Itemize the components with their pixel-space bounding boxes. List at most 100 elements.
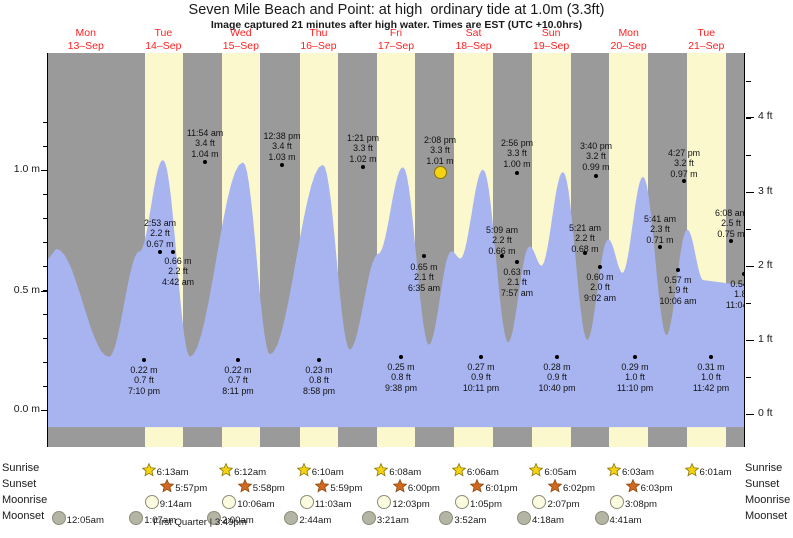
tide-point-line: 0.8 ft (391, 372, 411, 383)
day-header-date: 21–Sep (688, 40, 725, 52)
moonset-moon-icon (439, 511, 454, 531)
astro-sunset-time: 5:59pm (330, 483, 363, 494)
tide-point-line: 1:21 pm (346, 133, 380, 143)
left-axis-minor-tick (43, 410, 47, 411)
left-axis-minor-tick (43, 290, 47, 291)
left-axis-minor-tick (43, 146, 47, 147)
astro-row-label-sunset-r: Sunset (745, 478, 780, 490)
astro-moonset-item: 4:41am (594, 511, 642, 527)
tide-plot-area: 2:53 am 2.2 ft 0.67 m 0.66 m 2.2 ft 4:42 am 11… (47, 53, 745, 447)
tide-extremum-dot (515, 171, 519, 175)
tide-point-line: 2.1 ft (414, 272, 434, 283)
astro-row-label-sunrise-l: Sunrise (2, 462, 40, 474)
astro-sunrise-time: 6:12am (234, 467, 267, 478)
tide-extremum-dot (742, 272, 745, 276)
astro-sunrise-time: 6:03am (621, 467, 654, 478)
right-axis-minor-tick (746, 266, 751, 267)
tide-point-line: 3.3 ft (430, 145, 450, 156)
tide-point-line: 5:09 am (485, 225, 519, 235)
tide-point-line: 1.04 m (191, 148, 219, 159)
tide-extremum-dot (682, 179, 686, 183)
tide-point-line: 10:11 pm (462, 382, 500, 393)
astro-sunset-item: 5:57pm (159, 478, 208, 495)
astro-moonset-time: 4:41am (609, 515, 642, 526)
tide-extremum-dot (236, 358, 240, 362)
astro-moonrise-time: 1:05pm (469, 499, 502, 510)
tide-extremum-dot (317, 358, 321, 362)
astro-sunset-time: 5:57pm (175, 483, 208, 494)
left-axis-label-0: 1.0 m (13, 163, 40, 175)
tide-extremum-dot (422, 254, 426, 258)
left-axis-minor-tick (43, 218, 47, 219)
moonset-moon-icon (129, 511, 144, 531)
astro-moonset-time: 3:52am (454, 515, 487, 526)
right-axis-label-1: 3 ft (758, 185, 773, 197)
tide-point-label: 0.22 m 0.7 ft 7:10 pm (84, 365, 204, 396)
astro-row-label-sunset-l: Sunset (2, 478, 37, 490)
astro-row-label-moonrise-l: Moonrise (2, 494, 48, 506)
moonset-moon-icon (361, 511, 376, 531)
right-axis-tick-0 (746, 117, 754, 118)
astro-moonset-time: 12:05am (66, 515, 104, 526)
day-header-date: 16–Sep (300, 40, 337, 52)
tide-point-label: 5:09 am 2.2 ft 0.66 m (442, 225, 562, 256)
sunset-star-icon (392, 478, 408, 499)
astro-row-label-moonrise-r: Moonrise (745, 494, 791, 506)
right-axis-minor-tick (746, 229, 751, 230)
sunrise-star-icon (141, 462, 156, 483)
tide-point-line: 3.3 ft (507, 148, 527, 159)
left-axis-minor-tick (43, 362, 47, 363)
tide-point-label: 5:41 am 2.3 ft 0.71 m (600, 214, 720, 245)
day-header-date: 20–Sep (610, 40, 647, 52)
tide-point-line: 0.66 m (488, 245, 516, 256)
tide-extremum-dot (658, 245, 662, 249)
moonrise-moon-icon (222, 495, 237, 515)
astro-sunset-item: 5:59pm (314, 478, 363, 495)
astro-row-label-moonset-l: Moonset (2, 510, 45, 522)
tide-extremum-dot (399, 355, 403, 359)
tide-point-line: 0.57 m (664, 275, 692, 285)
sunset-star-icon (237, 478, 253, 499)
tide-point-line: 0.65 m (410, 262, 438, 272)
day-header-dow: Thu (309, 27, 328, 39)
moonset-moon-icon (284, 511, 299, 531)
tide-point-line: 6:35 am (407, 282, 441, 293)
astro-moonset-time: 3:21am (376, 515, 409, 526)
tide-point-line: 0.9 ft (547, 372, 567, 383)
right-axis-minor-tick (746, 81, 751, 82)
tide-point-line: 2.2 ft (150, 228, 170, 239)
astro-moonrise-time: 9:14am (159, 499, 192, 510)
astro-sunrise-time: 6:01am (699, 467, 732, 478)
left-axis-label-2: 0.0 m (13, 403, 40, 415)
plot-right-border (744, 53, 745, 447)
astro-sunset-time: 6:00pm (407, 483, 440, 494)
tide-point-line: 11:10 pm (616, 382, 654, 393)
astro-moonrise-item: 10:06am (222, 495, 275, 511)
tide-point-label: 0.28 m 0.9 ft 10:40 pm (497, 362, 617, 393)
tide-point-line: 2:56 pm (500, 138, 534, 148)
right-axis-minor-tick (746, 118, 751, 119)
tide-point-label: 3:40 pm 3.2 ft 0.99 m (536, 141, 656, 172)
tide-point-line: 1.8 ft (734, 289, 745, 300)
tide-point-line: 1.00 m (503, 158, 531, 169)
tide-point-line: 7:10 pm (127, 385, 161, 396)
day-header-dow: Sat (465, 27, 482, 39)
moonrise-moon-icon (144, 495, 159, 515)
tide-point-line: 12:38 pm (263, 131, 301, 141)
astro-row-label-sunrise-r: Sunrise (745, 462, 783, 474)
tide-point-label: 0.63 m 2.1 ft 7:57 am (457, 267, 577, 298)
tide-point-label: 2:56 pm 3.3 ft 1.00 m (457, 138, 577, 169)
right-axis-minor-tick (746, 377, 751, 378)
day-header-dow: Tue (154, 27, 173, 39)
tide-point-label: 2:08 pm 3.3 ft 1.01 m (380, 135, 500, 166)
sunrise-star-icon (373, 462, 389, 483)
tide-point-label: 0.65 m 2.1 ft 6:35 am (364, 262, 484, 293)
tide-point-label: 0.25 m 0.8 ft 9:38 pm (341, 362, 461, 393)
tide-point-line: 2.0 ft (590, 282, 610, 293)
tide-point-label: 0.29 m 1.0 ft 11:10 pm (575, 362, 695, 393)
tide-point-line: 7:57 am (500, 287, 534, 298)
tide-point-line: 3.4 ft (272, 141, 292, 152)
moonset-moon-icon (206, 511, 221, 531)
moonrise-moon-icon (299, 495, 314, 515)
tide-point-line: 0.68 m (571, 243, 599, 254)
